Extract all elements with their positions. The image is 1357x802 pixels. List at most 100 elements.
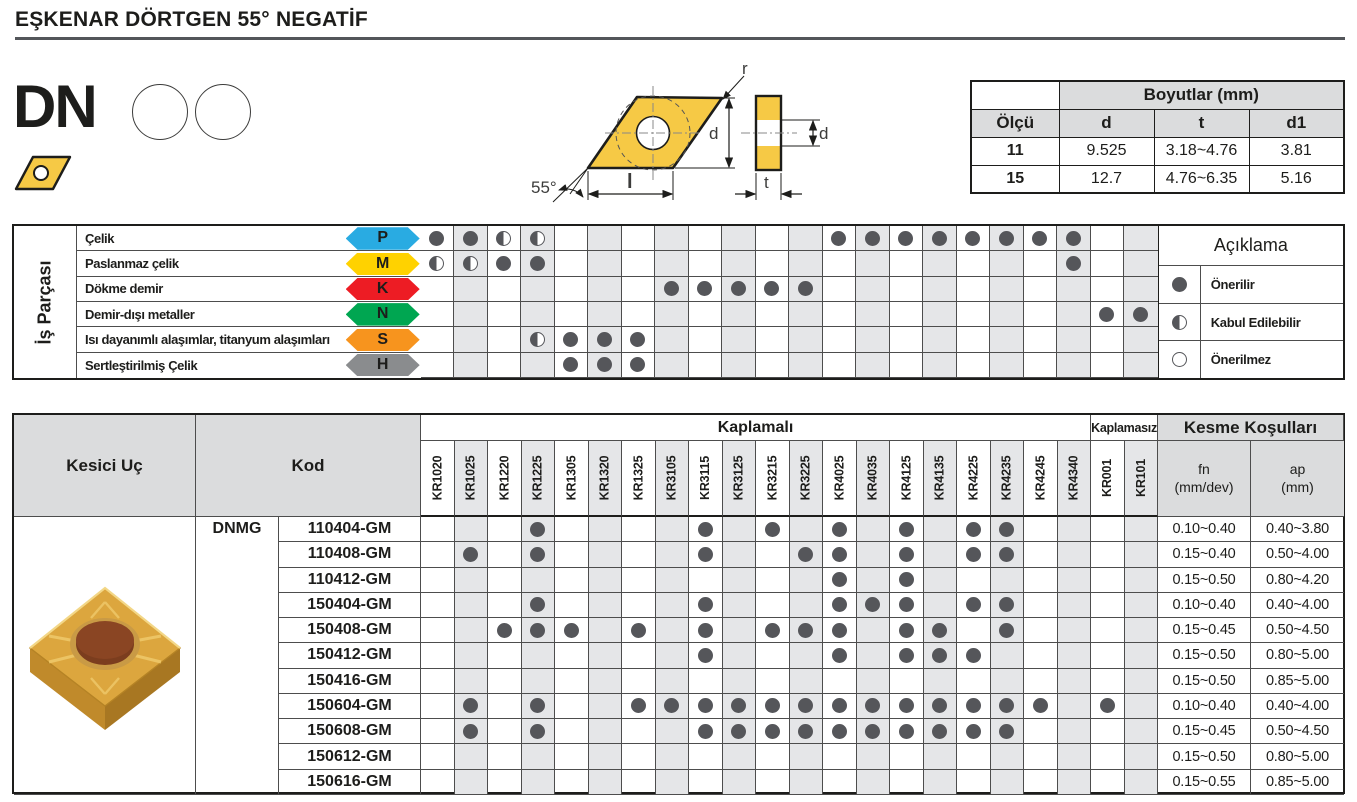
empty-dot-icon — [1171, 352, 1187, 368]
grade-rating-cell — [421, 542, 455, 568]
grade-rating-cell — [689, 643, 723, 669]
cutting-conditions-header: Kesme Koşulları — [1158, 415, 1344, 441]
rating-cell — [789, 301, 823, 328]
full-dot-icon — [1032, 230, 1048, 246]
rating-cell — [454, 276, 488, 302]
full-dot-icon — [898, 597, 914, 613]
insert-code-cell: 150612-GM — [279, 744, 421, 770]
grade-rating-cell — [1124, 643, 1158, 669]
full-dot-icon — [965, 647, 981, 663]
grade-rating-cell — [1124, 517, 1158, 543]
grade-rating-cell — [856, 592, 890, 619]
grade-rating-cell — [454, 592, 488, 619]
rating-cell — [420, 327, 455, 353]
full-dot-icon — [764, 281, 780, 297]
grade-rating-cell — [588, 592, 622, 619]
series-cell: DNMG — [196, 517, 279, 795]
grade-rating-cell — [923, 567, 957, 593]
full-dot-icon — [630, 331, 646, 347]
grade-rating-cell — [555, 719, 589, 745]
dimensions-table: Boyutlar (mm) Ölçü d t d1 11 9.525 3.18~… — [970, 80, 1345, 194]
full-dot-icon — [730, 281, 746, 297]
legend-item: Önerilmez — [1159, 341, 1343, 379]
grade-rating-cell — [454, 668, 488, 694]
grade-label: KR1225 — [530, 455, 545, 501]
full-dot-icon — [529, 255, 545, 271]
grade-rating-cell — [521, 693, 555, 720]
full-dot-icon — [697, 698, 713, 714]
insert-photo — [28, 587, 181, 731]
legend-item: Kabul Edilebilir — [1158, 303, 1343, 342]
dim-l-label: l — [627, 171, 633, 193]
feed-value-cell: 0.15~0.50 — [1158, 668, 1251, 694]
legend-items: Önerilir Kabul Edilebilir Önerilmez — [1158, 266, 1343, 379]
full-dot-icon — [831, 698, 847, 714]
feed-value-cell: 0.15~0.50 — [1158, 643, 1251, 669]
insert-code-cell: 110412-GM — [279, 567, 421, 593]
grade-rating-cell — [488, 542, 522, 568]
grade-rating-cell — [555, 769, 589, 795]
grade-rating-cell — [756, 592, 790, 619]
grade-label: KR4035 — [865, 455, 880, 501]
depth-value-cell: 0.50~4.50 — [1251, 719, 1344, 745]
full-dot-icon — [898, 546, 914, 562]
grade-rating-cell — [622, 542, 656, 568]
grade-rating-cell — [622, 668, 656, 694]
grade-rating-cell — [923, 744, 957, 770]
rating-cell — [822, 327, 857, 353]
grade-rating-cell — [856, 693, 890, 720]
grade-rating-cell — [722, 592, 756, 619]
full-dot-icon — [965, 546, 981, 562]
grade-column-header: KR4245 — [1024, 441, 1058, 517]
grade-rating-cell — [555, 643, 589, 669]
rating-cell — [956, 327, 991, 353]
rating-cell — [722, 251, 756, 277]
title-divider — [15, 37, 1345, 40]
grade-rating-cell — [488, 719, 522, 745]
grade-rating-cell — [1024, 769, 1058, 795]
insert-code-cell: 110408-GM — [279, 542, 421, 568]
rating-cell — [621, 251, 656, 277]
rating-cell — [420, 226, 455, 252]
full-dot-icon — [596, 357, 612, 373]
rating-cell — [856, 276, 890, 302]
iso-letter: S — [377, 330, 389, 348]
grade-column-header: KR3115 — [689, 441, 723, 517]
grade-rating-cell — [555, 668, 589, 694]
full-dot-icon — [1065, 255, 1081, 271]
rating-cell — [822, 276, 857, 302]
grade-column-header: KR1025 — [454, 441, 488, 517]
rating-cell — [1057, 352, 1091, 378]
d-column-header: d — [1058, 108, 1155, 138]
grade-rating-cell — [923, 592, 957, 619]
grade-rating-cell — [856, 567, 890, 593]
grade-rating-cell — [990, 517, 1024, 543]
grade-rating-cell — [722, 567, 756, 593]
feed-value-cell: 0.15~0.40 — [1158, 542, 1251, 568]
rhombic-insert-icon — [14, 155, 72, 191]
grade-label: KR4340 — [1066, 455, 1081, 501]
grade-rating-cell — [756, 542, 790, 568]
grade-rating-cell — [421, 567, 455, 593]
full-dot-icon — [831, 597, 847, 613]
full-dot-icon — [931, 230, 947, 246]
grade-rating-cell — [1024, 744, 1058, 770]
rating-cell — [554, 301, 589, 328]
full-dot-icon — [563, 357, 579, 373]
grade-rating-cell — [1124, 693, 1158, 720]
grade-rating-cell — [454, 643, 488, 669]
dim-d-label: d — [709, 124, 718, 143]
feed-value-cell: 0.10~0.40 — [1158, 592, 1251, 619]
size-value: 15 — [970, 164, 1060, 194]
rating-cell — [956, 276, 991, 302]
rating-cell — [990, 352, 1024, 378]
grade-rating-cell — [756, 567, 790, 593]
depth-value-cell: 0.50~4.50 — [1251, 618, 1344, 644]
dim-d-hole-label: d — [819, 124, 828, 143]
full-dot-icon — [932, 622, 948, 638]
grade-rating-cell — [588, 769, 622, 795]
grade-rating-cell — [488, 643, 522, 669]
full-dot-icon — [530, 597, 546, 613]
grade-column-header: KR4340 — [1057, 441, 1091, 517]
rating-cell — [1023, 327, 1058, 353]
